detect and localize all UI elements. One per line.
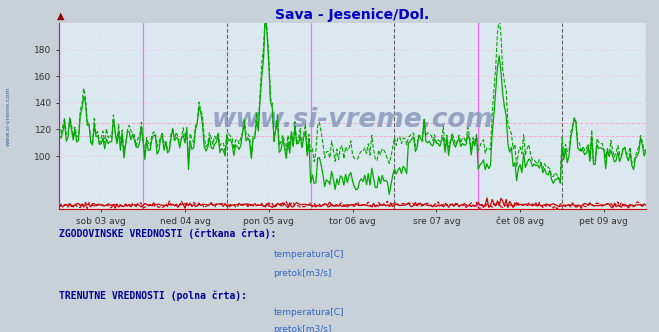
Text: temperatura[C]: temperatura[C]: [273, 250, 344, 259]
Text: temperatura[C]: temperatura[C]: [273, 308, 344, 317]
Text: pretok[m3/s]: pretok[m3/s]: [273, 325, 332, 332]
Text: pretok[m3/s]: pretok[m3/s]: [273, 269, 332, 278]
Text: www.si-vreme.com: www.si-vreme.com: [212, 107, 494, 133]
Text: ZGODOVINSKE VREDNOSTI (črtkana črta):: ZGODOVINSKE VREDNOSTI (črtkana črta):: [59, 229, 277, 239]
Text: www.si-vreme.com: www.si-vreme.com: [5, 86, 11, 146]
Text: ▲: ▲: [57, 11, 64, 21]
Text: TRENUTNE VREDNOSTI (polna črta):: TRENUTNE VREDNOSTI (polna črta):: [59, 290, 247, 301]
Title: Sava - Jesenice/Dol.: Sava - Jesenice/Dol.: [275, 8, 430, 22]
